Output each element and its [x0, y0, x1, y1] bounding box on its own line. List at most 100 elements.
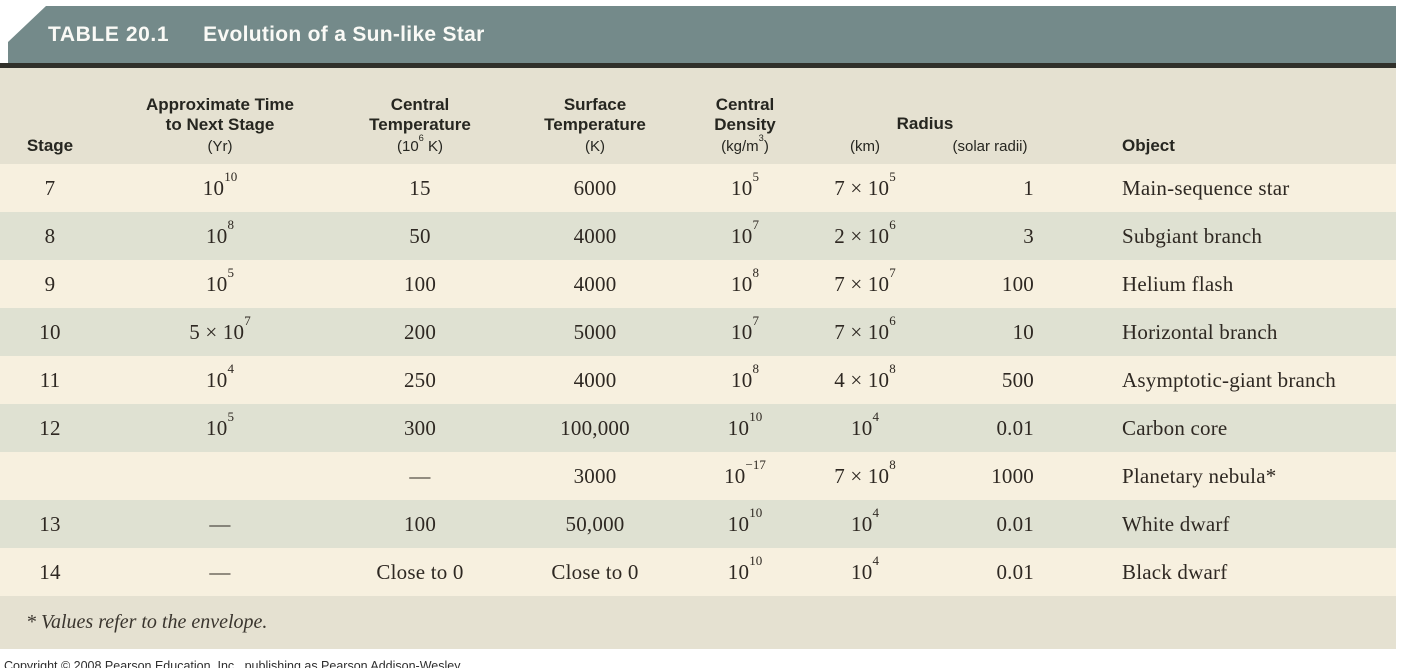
cell-radius-solar: 500 — [930, 356, 1050, 404]
cell-radius-solar: 100 — [930, 260, 1050, 308]
cell-radius-solar: 10 — [930, 308, 1050, 356]
col-header-central-temp: Central Temperature (106 K) — [340, 68, 500, 164]
cell-surface-temp: 4000 — [500, 356, 690, 404]
col-header-central-density-line2: Density — [714, 115, 776, 134]
cell-central-density: 107 — [690, 212, 800, 260]
cell-central-density: 1010 — [690, 548, 800, 596]
cell-central-density: 10−17 — [690, 452, 800, 500]
cell-radius-solar: 1000 — [930, 452, 1050, 500]
table-row: 10 5 × 107 200 5000 107 7 × 106 10 Horizontal b… — [0, 308, 1396, 356]
cell-time — [100, 452, 340, 500]
table-row: 9 105 100 4000 108 7 × 107 100 Helium flash — [0, 260, 1396, 308]
cell-radius-km: 104 — [800, 404, 930, 452]
table-row: 13—100 50,000 1010 104 0.01 White dwarf — [0, 500, 1396, 548]
cell-central-temp: 15 — [340, 164, 500, 212]
cell-surface-temp: 6000 — [500, 164, 690, 212]
cell-object: Black dwarf — [1050, 548, 1396, 596]
cell-stage: 11 — [0, 356, 100, 404]
cell-radius-km: 104 — [800, 548, 930, 596]
col-header-central-temp-line1: Central — [390, 95, 450, 114]
col-header-object: Object — [1050, 68, 1396, 164]
cell-object: Horizontal branch — [1050, 308, 1396, 356]
cell-time: 5 × 107 — [100, 308, 340, 356]
table-row: 12 105 300 100,000 1010 104 0.01 Carbon core — [0, 404, 1396, 452]
cell-time: 105 — [100, 260, 340, 308]
cell-central-temp: Close to 0 — [340, 548, 500, 596]
table-row: 14— Close to 0 Close to 0 1010 104 0.01 Black … — [0, 548, 1396, 596]
cell-central-density: 1010 — [690, 404, 800, 452]
col-header-radius: Radius — [800, 68, 1050, 136]
cell-central-temp: 100 — [340, 260, 500, 308]
col-header-radius-solar: (solar radii) — [930, 136, 1050, 164]
cell-radius-km: 7 × 105 — [800, 164, 930, 212]
col-header-time-unit: (Yr) — [207, 138, 233, 155]
cell-surface-temp: 50,000 — [500, 500, 690, 548]
cell-stage: 9 — [0, 260, 100, 308]
cell-central-density: 108 — [690, 260, 800, 308]
cell-stage: 7 — [0, 164, 100, 212]
col-header-surface-temp: Surface Temperature (K) — [500, 68, 690, 164]
banner-rule — [0, 63, 1396, 68]
table-row: —3000 10−17 7 × 108 1000 Planetary nebula* — [0, 452, 1396, 500]
table-row: 7 1010 15 6000 105 7 × 105 1 Main-sequence star — [0, 164, 1396, 212]
col-header-central-density-unit: (kg/m3) — [721, 132, 769, 155]
col-header-central-density: Central Density (kg/m3) — [690, 68, 800, 164]
cell-surface-temp: 3000 — [500, 452, 690, 500]
cell-radius-km: 104 — [800, 500, 930, 548]
cell-radius-solar: 0.01 — [930, 500, 1050, 548]
col-header-time-line1: Approximate Time — [145, 95, 294, 114]
col-header-surface-temp-unit: (K) — [585, 138, 605, 155]
cell-object: Main-sequence star — [1050, 164, 1396, 212]
table-number: TABLE 20.1 — [48, 22, 170, 46]
cell-object: Helium flash — [1050, 260, 1396, 308]
cell-radius-km: 7 × 106 — [800, 308, 930, 356]
cell-stage — [0, 452, 100, 500]
cell-stage: 8 — [0, 212, 100, 260]
table-row: 11 104 250 4000 108 4 × 108 500 Asymptotic-gian… — [0, 356, 1396, 404]
cell-object: Planetary nebula* — [1050, 452, 1396, 500]
cell-central-temp: — — [340, 452, 500, 500]
cell-time: — — [100, 548, 340, 596]
cell-central-density: 108 — [690, 356, 800, 404]
copyright-line: Copyright © 2008 Pearson Education, Inc.… — [4, 659, 464, 668]
cell-central-density: 107 — [690, 308, 800, 356]
cell-surface-temp: 4000 — [500, 260, 690, 308]
footnote-text: * Values refer to the envelope. — [26, 611, 268, 633]
table-body: 7 1010 15 6000 105 7 × 105 1 Main-sequence star… — [0, 164, 1396, 596]
col-header-central-temp-line2: Temperature — [369, 115, 471, 134]
col-header-time-line2: to Next Stage — [165, 115, 275, 134]
cell-surface-temp: 4000 — [500, 212, 690, 260]
cell-object: Carbon core — [1050, 404, 1396, 452]
cell-central-temp: 50 — [340, 212, 500, 260]
cell-time: 1010 — [100, 164, 340, 212]
cell-object: Asymptotic-giant branch — [1050, 356, 1396, 404]
col-header-central-density-line1: Central — [715, 95, 775, 114]
col-header-radius-label: Radius — [896, 114, 954, 133]
col-header-surface-temp-line2: Temperature — [544, 115, 646, 134]
cell-object: White dwarf — [1050, 500, 1396, 548]
header-row-units: (km) (solar radii) — [0, 136, 1396, 164]
table-row: 8 108 50 4000 107 2 × 106 3 Subgiant branch — [0, 212, 1396, 260]
cell-time: 104 — [100, 356, 340, 404]
cell-surface-temp: 5000 — [500, 308, 690, 356]
cell-object: Subgiant branch — [1050, 212, 1396, 260]
col-header-time: Approximate Time to Next Stage (Yr) — [100, 68, 340, 164]
cell-stage: 14 — [0, 548, 100, 596]
cell-time: 108 — [100, 212, 340, 260]
col-header-surface-temp-line1: Surface — [563, 95, 627, 114]
cell-stage: 12 — [0, 404, 100, 452]
col-header-central-temp-unit: (106 K) — [396, 132, 444, 155]
col-header-object-label: Object — [1122, 136, 1175, 155]
cell-central-temp: 300 — [340, 404, 500, 452]
cell-time: 105 — [100, 404, 340, 452]
table-header: Stage Approximate Time to Next Stage (Yr… — [0, 68, 1396, 164]
cell-time: — — [100, 500, 340, 548]
cell-central-temp: 200 — [340, 308, 500, 356]
cell-central-density: 1010 — [690, 500, 800, 548]
cell-surface-temp: 100,000 — [500, 404, 690, 452]
col-header-radius-km: (km) — [800, 136, 930, 164]
cell-radius-solar: 1 — [930, 164, 1050, 212]
col-header-stage-label: Stage — [26, 136, 74, 155]
cell-radius-solar: 0.01 — [930, 404, 1050, 452]
